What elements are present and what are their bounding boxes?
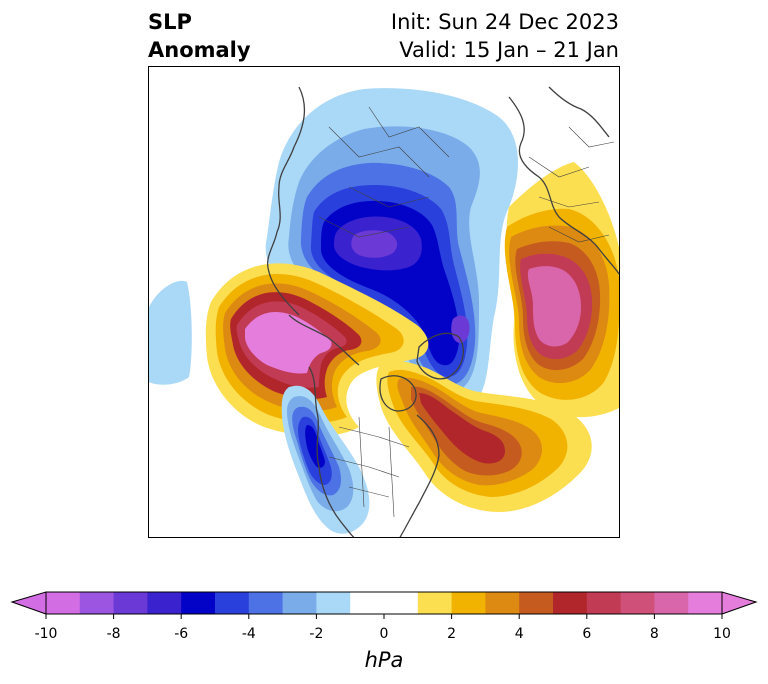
coastline-hudson-bay — [379, 375, 417, 412]
colorbar-cell — [282, 592, 317, 614]
colorbar-cell — [147, 592, 182, 614]
colorbar-cell — [384, 592, 419, 614]
colorbar-tick-label: -6 — [174, 626, 189, 642]
colorbar-tick-label: 10 — [713, 626, 731, 642]
coastlines — [267, 86, 619, 537]
colorbar-cell — [350, 592, 385, 614]
title-variable-line1: SLP — [148, 10, 192, 34]
border-lines-north-america — [328, 416, 410, 518]
colorbar-unit-label: hPa — [364, 648, 404, 672]
anomaly-map — [148, 66, 620, 538]
colorbar-ticks — [45, 614, 723, 619]
title-valid-range: Valid: 15 Jan – 21 Jan — [399, 38, 619, 62]
negative-anomaly-baffin-core — [451, 315, 470, 343]
colorbar-cell — [215, 592, 250, 614]
border-lines-asia — [318, 106, 450, 238]
colorbar-cell — [417, 592, 453, 614]
title-variable-line2: Anomaly — [148, 38, 251, 62]
coastline-asia — [267, 86, 306, 316]
negative-anomaly-westus-core — [305, 425, 325, 468]
colorbar-cell — [248, 592, 284, 614]
coastline-north-america-east — [399, 414, 440, 537]
colorbar-tick-label: -8 — [106, 626, 121, 642]
coastline-greenland — [416, 332, 464, 380]
colorbar-cell — [485, 592, 520, 614]
colorbar-cell — [586, 592, 622, 614]
border-lines-europe — [528, 126, 615, 243]
colorbar-tick-label: -2 — [309, 626, 324, 642]
colorbar-cell — [451, 592, 486, 614]
coastline-scandinavia — [548, 86, 610, 138]
colorbar-tick-label: -10 — [34, 626, 58, 642]
colorbar-cell — [553, 592, 588, 614]
positive-anomaly-pacific-core — [245, 312, 332, 374]
colorbar-tick-label: 6 — [582, 626, 592, 642]
coastline-alaska — [288, 314, 360, 366]
colorbar-extend-min-arrow — [10, 591, 47, 615]
colorbar-tick-label: 2 — [447, 626, 457, 642]
colorbar-cell — [113, 592, 148, 614]
colorbar-cell — [620, 592, 655, 614]
colorbar-tick-label: 4 — [514, 626, 524, 642]
colorbar-cell — [79, 592, 115, 614]
map-title-variable: SLP Anomaly — [148, 8, 251, 64]
coastline-europe — [508, 96, 619, 275]
colorbar-cell — [688, 592, 723, 614]
colorbar-cell — [654, 592, 689, 614]
colorbar-cells — [46, 592, 723, 614]
positive-anomaly-atlantic-core — [419, 393, 505, 464]
map-title-dates: Init: Sun 24 Dec 2023 Valid: 15 Jan – 21… — [391, 8, 619, 64]
colorbar-cell — [316, 592, 351, 614]
colorbar-cell — [519, 592, 554, 614]
colorbar-tick-label: -4 — [241, 626, 256, 642]
colorbar — [10, 591, 758, 619]
negative-anomaly-arctic-core — [351, 230, 398, 258]
colorbar-tick-label: 0 — [379, 626, 389, 642]
coastline-north-america-west — [308, 366, 355, 537]
anomaly-field — [149, 88, 619, 534]
colorbar-extend-max-arrow — [721, 591, 758, 615]
positive-anomaly-siberia-core — [527, 266, 581, 347]
colorbar-tick-label: 8 — [649, 626, 659, 642]
colorbar-cell — [46, 592, 81, 614]
anomaly-map-svg — [149, 86, 619, 537]
colorbar-cell — [181, 592, 216, 614]
political-borders — [318, 106, 615, 518]
title-init-date: Init: Sun 24 Dec 2023 — [390, 10, 619, 34]
negative-anomaly-pacific-weak — [149, 280, 192, 385]
